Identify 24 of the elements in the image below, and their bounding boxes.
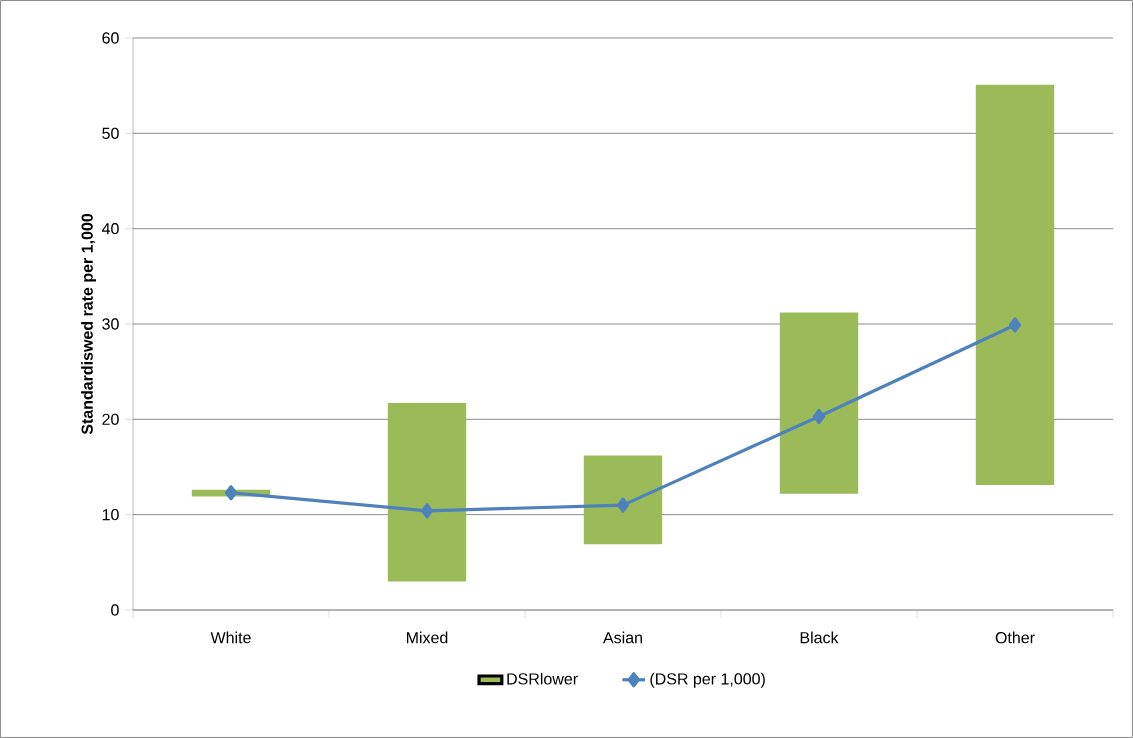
x-tick-label: Black (800, 631, 839, 644)
point (420, 503, 434, 519)
bar (583, 455, 663, 545)
bar (975, 84, 1055, 486)
x-tick-label: White (210, 631, 251, 644)
y-tick-label: 10 (102, 508, 119, 521)
y-tick-label: 30 (102, 318, 119, 330)
legend-label: DSRlower (507, 672, 578, 685)
legend-label: (DSR per 1,000) (650, 672, 765, 688)
y-tick-label: 50 (102, 127, 119, 139)
bar (779, 312, 859, 494)
x-tick-label: Mixed (406, 631, 448, 644)
y-axis-title: Standardiswed rate per 1,000 (81, 213, 97, 435)
point (812, 408, 826, 425)
y-tick-label: 20 (102, 413, 119, 425)
y-tick-label: 40 (101, 223, 119, 235)
point (616, 497, 630, 513)
bar (387, 403, 467, 582)
x-tick-label: Asian (603, 631, 642, 644)
point (224, 485, 238, 501)
y-tick-label: 60 (102, 32, 119, 44)
x-tick-label: Other (995, 631, 1035, 644)
point (1008, 317, 1022, 333)
y-tick-label: 0 (111, 604, 119, 616)
